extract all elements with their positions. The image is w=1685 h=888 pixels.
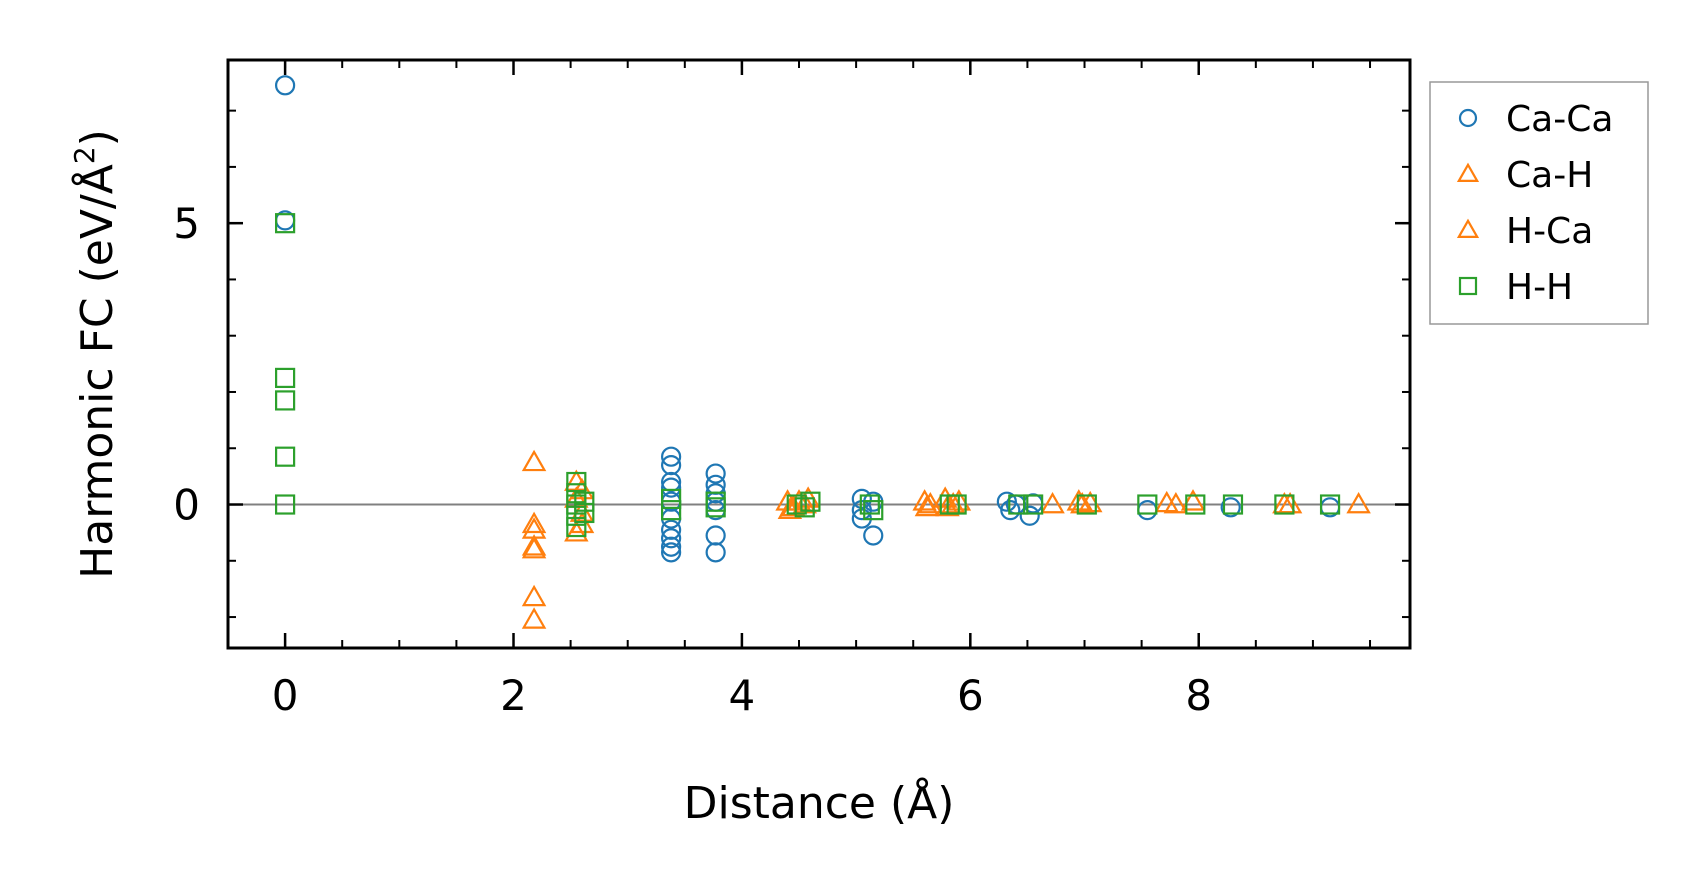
data-point-ca-ca — [275, 75, 296, 96]
data-point-ca-ca — [661, 519, 682, 540]
data-point-h-ca — [1277, 491, 1303, 514]
x-tick-label: 4 — [729, 671, 756, 720]
data-point-h-h — [661, 500, 682, 521]
y-tick-label: 5 — [173, 199, 200, 248]
y-axis-label: Harmonic FC (eV/Å2) — [68, 129, 123, 579]
data-point-h-ca — [786, 489, 812, 511]
data-point-h-h — [574, 491, 595, 512]
data-point-ca-ca — [705, 542, 726, 563]
data-point-ca-ca — [661, 528, 682, 549]
data-point-h-h — [705, 497, 726, 518]
legend-marker-h-h — [1458, 276, 1478, 296]
legend-label: H-Ca — [1506, 211, 1593, 252]
data-point-h-h — [863, 500, 884, 521]
data-point-ca-ca — [705, 525, 726, 546]
data-point-h-ca — [918, 491, 943, 514]
data-point-h-h — [275, 494, 296, 515]
data-point-ca-h — [1180, 489, 1206, 511]
data-point-h-h — [574, 502, 595, 524]
data-point-h-h — [1274, 494, 1295, 515]
data-point-ca-ca — [661, 536, 682, 557]
data-point-h-h — [661, 488, 682, 509]
legend-entry: Ca-H — [1456, 155, 1593, 196]
legend-box — [1429, 81, 1649, 325]
data-point-h-h — [275, 390, 296, 411]
data-point-ca-ca — [661, 542, 682, 563]
series-h-ca — [521, 486, 1303, 559]
data-point-ca-h — [935, 494, 960, 517]
data-point-h-h — [1137, 494, 1158, 515]
data-point-ca-ca — [705, 463, 726, 484]
data-point-ca-ca — [1220, 497, 1241, 518]
y-axis-label-close: ) — [72, 129, 123, 146]
data-point-h-ca — [521, 536, 547, 559]
x-axis-label: Distance (Å) — [684, 776, 955, 829]
data-point-ca-h — [521, 534, 547, 556]
legend-label: H-H — [1506, 267, 1573, 308]
data-point-ca-ca — [661, 471, 682, 493]
legend-marker-ca-h — [1456, 162, 1480, 182]
legend: Ca-Ca Ca-H H-Ca H-H — [1429, 81, 1649, 325]
legend-entry: H-H — [1458, 267, 1573, 308]
legend-entry: H-Ca — [1456, 211, 1593, 252]
legend-label: Ca-Ca — [1506, 99, 1613, 140]
data-point-h-h — [1319, 494, 1341, 515]
data-point-ca-h — [914, 494, 940, 517]
x-tick-label: 6 — [957, 671, 984, 720]
data-point-ca-h — [1040, 491, 1065, 514]
data-point-ca-ca — [996, 491, 1017, 512]
y-axis-label-main: Harmonic FC (eV/Å — [70, 164, 123, 579]
data-point-h-h — [275, 446, 296, 467]
data-point-h-ca — [1163, 491, 1189, 514]
data-point-ca-ca — [661, 455, 682, 476]
data-point-h-h — [1008, 494, 1029, 515]
data-point-ca-h — [1346, 491, 1371, 514]
series-h-h — [275, 213, 1341, 538]
data-point-h-h — [1023, 494, 1044, 515]
data-point-h-h — [800, 491, 821, 512]
data-point-ca-ca — [705, 474, 726, 495]
data-point-ca-ca — [1019, 505, 1040, 526]
x-tick-label: 2 — [500, 671, 527, 720]
x-tick-label: 8 — [1185, 671, 1212, 720]
data-point-h-h — [946, 494, 967, 515]
y-tick-label: 0 — [173, 481, 200, 530]
x-tick-label: 0 — [272, 671, 299, 720]
data-point-ca-h — [521, 449, 547, 472]
data-point-h-h — [1185, 494, 1206, 515]
data-point-h-h — [275, 367, 296, 389]
legend-entry: Ca-Ca — [1458, 99, 1613, 140]
data-point-h-h — [275, 213, 296, 234]
legend-label: Ca-H — [1506, 155, 1593, 196]
data-point-ca-h — [521, 584, 547, 607]
data-point-ca-ca — [661, 446, 682, 467]
data-point-h-h — [566, 471, 587, 493]
data-point-ca-h — [521, 607, 547, 629]
plot-frame — [226, 58, 1412, 650]
data-point-h-h — [794, 497, 815, 518]
data-point-ca-ca — [863, 525, 884, 546]
data-point-ca-ca — [661, 477, 682, 498]
data-point-h-h — [1076, 494, 1097, 515]
legend-marker-ca-ca — [1458, 108, 1478, 128]
legend-marker-h-ca — [1456, 218, 1480, 238]
data-point-h-ca — [521, 511, 547, 534]
series-ca-h — [521, 449, 1371, 629]
data-point-h-h — [1222, 494, 1244, 515]
y-axis-label-superscript: 2 — [68, 146, 101, 164]
data-point-h-h — [859, 494, 880, 515]
